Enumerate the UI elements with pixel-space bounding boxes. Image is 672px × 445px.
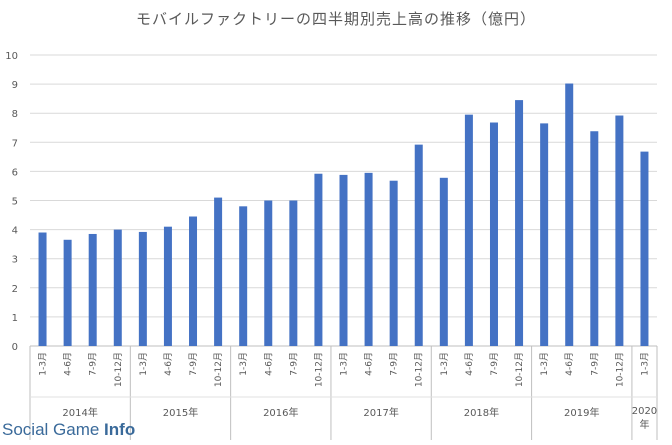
x-tick-label: 10-12月: [414, 352, 425, 387]
year-label: 2020: [632, 406, 657, 417]
bar: [489, 122, 498, 347]
x-tick-label: 10-12月: [313, 352, 324, 387]
x-tick-label: 1-3月: [339, 352, 350, 376]
bar: [540, 123, 549, 346]
bar: [364, 172, 373, 346]
bar: [314, 173, 323, 346]
bar: [439, 177, 448, 346]
bar: [264, 200, 273, 346]
y-tick-label: 10: [5, 51, 18, 62]
year-label: 2018年: [464, 406, 499, 419]
bar: [640, 151, 649, 346]
bar: [464, 114, 473, 346]
bar: [138, 231, 147, 346]
year-label: 2016年: [263, 406, 298, 419]
y-tick-label: 4: [12, 226, 18, 237]
year-label: 2017年: [363, 406, 398, 419]
y-tick-label: 5: [12, 197, 18, 208]
x-tick-label: 4-6月: [63, 352, 74, 376]
watermark-prefix: Social Game: [2, 420, 105, 439]
chart-title: モバイルファクトリーの四半期別売上高の推移（億円）: [135, 10, 536, 28]
y-tick-label: 7: [12, 138, 18, 149]
bar: [113, 229, 122, 346]
y-tick-label: 8: [12, 109, 18, 120]
bar: [214, 197, 223, 346]
y-tick-label: 6: [12, 167, 18, 178]
year-label: 2014年: [62, 406, 97, 419]
x-tick-label: 1-3月: [439, 352, 450, 376]
x-tick-label: 1-3月: [639, 352, 650, 376]
bar: [63, 239, 72, 346]
x-tick-label: 1-3月: [539, 352, 550, 376]
x-tick-label: 7-9月: [489, 352, 500, 376]
x-tick-label: 10-12月: [514, 352, 525, 387]
x-tick-label: 4-6月: [564, 352, 575, 376]
y-tick-label: 1: [12, 313, 18, 324]
x-tick-label: 4-6月: [464, 352, 475, 376]
y-tick-label: 9: [12, 80, 18, 91]
watermark-logo: Social Game Info: [2, 420, 135, 440]
bar: [339, 174, 348, 346]
bar: [565, 83, 574, 346]
x-tick-label: 4-6月: [263, 352, 274, 376]
x-tick-label: 7-9月: [88, 352, 99, 376]
bar: [88, 233, 97, 346]
bar: [515, 100, 524, 346]
x-tick-label: 7-9月: [389, 352, 400, 376]
bar: [163, 226, 172, 346]
x-tick-label: 10-12月: [113, 352, 124, 387]
x-tick-label: 7-9月: [288, 352, 299, 376]
bar: [239, 206, 248, 346]
bar: [389, 180, 398, 346]
bar: [414, 144, 423, 346]
year-label: 2015年: [163, 406, 198, 419]
x-tick-label: 4-6月: [163, 352, 174, 376]
x-tick-label: 7-9月: [188, 352, 199, 376]
x-tick-label: 10-12月: [614, 352, 625, 387]
x-tick-label: 1-3月: [38, 352, 49, 376]
x-tick-label: 1-3月: [138, 352, 149, 376]
bar: [189, 216, 198, 346]
y-tick-label: 0: [12, 342, 18, 353]
x-tick-label: 10-12月: [213, 352, 224, 387]
y-tick-label: 2: [12, 284, 18, 295]
x-tick-label: 4-6月: [364, 352, 375, 376]
x-tick-label: 7-9月: [589, 352, 600, 376]
x-tick-label: 1-3月: [238, 352, 249, 376]
year-label: 2019年: [564, 406, 599, 419]
bar: [289, 200, 298, 346]
y-tick-label: 3: [12, 255, 18, 266]
bar: [590, 131, 599, 346]
bar: [38, 232, 47, 346]
bar: [615, 115, 624, 346]
year-label-suffix: 年: [639, 418, 649, 431]
watermark-suffix: Info: [104, 420, 136, 439]
